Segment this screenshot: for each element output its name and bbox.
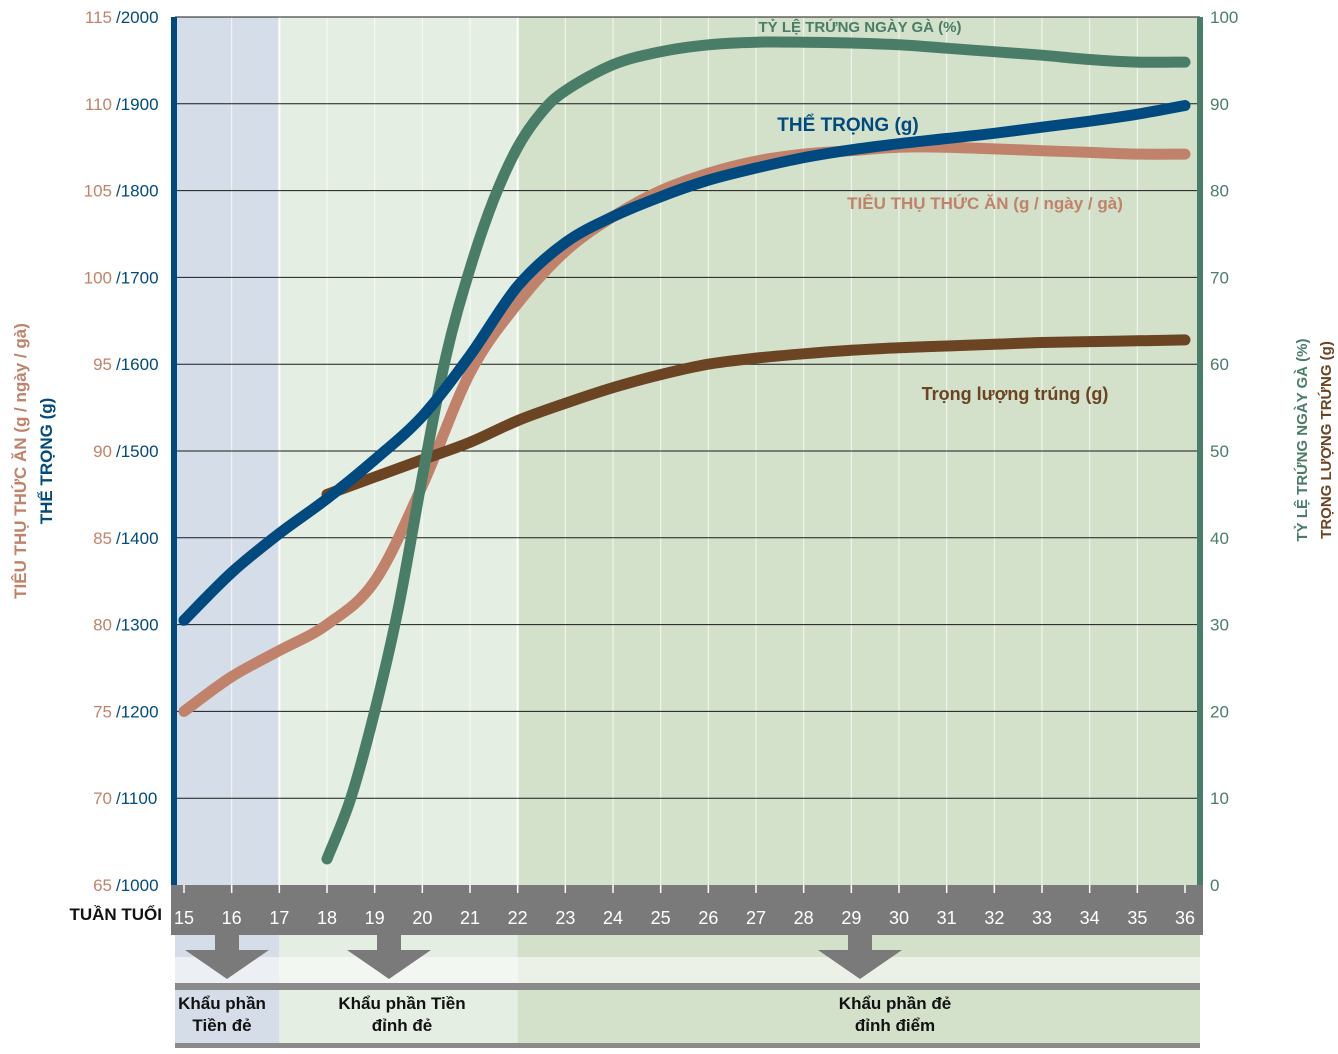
- left-tick-weight: /1800: [116, 182, 159, 201]
- right-axis-title-production: TỶ LỆ TRỨNG NGÀY GÀ (%): [1293, 338, 1311, 541]
- phase-arrow-head: [347, 950, 431, 979]
- left-tick-weight: /1600: [116, 355, 159, 374]
- left-tick-weight: /1000: [116, 876, 159, 895]
- series-label-egg-production: TỶ LỆ TRỨNG NGÀY GÀ (%): [758, 18, 961, 36]
- left-tick-feed: 115: [85, 8, 112, 27]
- x-tick-label: 18: [317, 908, 337, 928]
- left-tick-feed: 65: [93, 876, 112, 895]
- x-tick-label: 33: [1032, 908, 1052, 928]
- phase-label-line1: Khẩu phần Tiền: [338, 994, 465, 1013]
- series-egg-production-line: [321, 36, 1191, 865]
- right-tick-label: 10: [1210, 789, 1229, 808]
- x-tick-label: 22: [508, 908, 528, 928]
- phase-label-line1: Khẩu phần đẻ: [839, 994, 951, 1013]
- x-tick-label: 26: [698, 908, 718, 928]
- left-tick-feed: 100: [84, 268, 112, 287]
- phase-label-line1: Khẩu phần: [178, 994, 266, 1013]
- x-tick-label: 17: [269, 908, 289, 928]
- left-tick-weight: /1700: [116, 268, 159, 287]
- left-tick-weight: /1100: [116, 789, 157, 808]
- left-tick-feed: 110: [85, 95, 112, 114]
- left-tick-weight: /1200: [116, 702, 159, 721]
- x-tick-label: 23: [555, 908, 575, 928]
- right-tick-label: 20: [1210, 702, 1229, 721]
- left-axis-bar: [171, 17, 177, 885]
- phase-footer-rule-bottom: [175, 1043, 1200, 1048]
- phase-arrow-stem: [848, 934, 872, 950]
- x-tick-label: 20: [412, 908, 432, 928]
- series-label-feed-intake: TIÊU THỤ THỨC ĂN (g / ngày / gà): [847, 194, 1123, 213]
- x-tick-label: 34: [1080, 908, 1100, 928]
- left-tick-weight: /2000: [116, 8, 159, 27]
- x-tick-label: 19: [365, 908, 385, 928]
- x-tick-label: 36: [1175, 908, 1195, 928]
- x-tick-label: 28: [794, 908, 814, 928]
- right-tick-label: 60: [1210, 355, 1229, 374]
- x-tick-label: 29: [841, 908, 861, 928]
- left-tick-feed: 80: [93, 616, 112, 635]
- right-tick-label: 100: [1210, 8, 1238, 27]
- left-tick-weight: /1300: [116, 616, 159, 635]
- x-tick-label: 16: [222, 908, 242, 928]
- left-axis-title-feed: TIÊU THỤ THỨC ĂN (g / ngày / gà): [11, 323, 30, 599]
- right-tick-label: 70: [1210, 268, 1229, 287]
- x-tick-label: 30: [889, 908, 909, 928]
- right-axis-bar: [1197, 17, 1203, 885]
- x-tick-label: 15: [174, 908, 194, 928]
- x-tick-label: 25: [651, 908, 671, 928]
- phase-arrow-head: [818, 950, 902, 979]
- x-tick-label: 31: [937, 908, 957, 928]
- x-tick-label: 27: [746, 908, 766, 928]
- series-label-body-weight: THỂ TRỌNG (g): [777, 114, 918, 136]
- left-tick-weight: /1900: [116, 95, 159, 114]
- phase-arrow-head: [185, 950, 269, 979]
- phase-arrow-stem: [215, 934, 239, 950]
- right-tick-label: 90: [1210, 95, 1229, 114]
- phase-footer-rule-top: [175, 983, 1200, 990]
- x-axis-band: [171, 885, 1203, 935]
- x-axis-title: TUẦN TUỔI: [69, 905, 162, 924]
- phase-label-line2: Tiền đẻ: [192, 1016, 251, 1035]
- phase-label-line2: đỉnh điểm: [855, 1016, 935, 1035]
- phase-arrow-stem: [377, 934, 401, 950]
- series-feed-intake-line: [178, 141, 1191, 717]
- right-axis-title-egg-weight: TRỌNG LƯỢNG TRỨNG (g): [1317, 341, 1335, 539]
- x-tick-label: 24: [603, 908, 623, 928]
- left-tick-feed: 85: [93, 529, 112, 548]
- x-tick-label: 32: [984, 908, 1004, 928]
- left-tick-weight: /1400: [116, 529, 159, 548]
- phase-footer-fade: [175, 957, 1200, 983]
- phase-label-line2: đỉnh đẻ: [372, 1016, 432, 1035]
- left-tick-feed: 70: [93, 789, 112, 808]
- left-tick-feed: 95: [93, 355, 112, 374]
- left-axis-title-weight: THỂ TRỌNG (g): [37, 398, 56, 525]
- right-tick-label: 50: [1210, 442, 1229, 461]
- left-tick-feed: 75: [93, 702, 112, 721]
- series-label-egg-weight: Trọng lượng trúng (g): [922, 384, 1109, 404]
- right-tick-label: 0: [1210, 876, 1219, 895]
- x-tick-label: 21: [460, 908, 480, 928]
- right-tick-label: 30: [1210, 616, 1229, 635]
- left-tick-weight: /1500: [116, 442, 159, 461]
- series-body-weight-line: [178, 100, 1191, 626]
- series-egg-weight-line: [321, 334, 1191, 500]
- left-tick-feed: 105: [84, 182, 112, 201]
- right-tick-label: 40: [1210, 529, 1229, 548]
- right-tick-label: 80: [1210, 182, 1229, 201]
- left-tick-feed: 90: [93, 442, 112, 461]
- x-tick-label: 35: [1127, 908, 1147, 928]
